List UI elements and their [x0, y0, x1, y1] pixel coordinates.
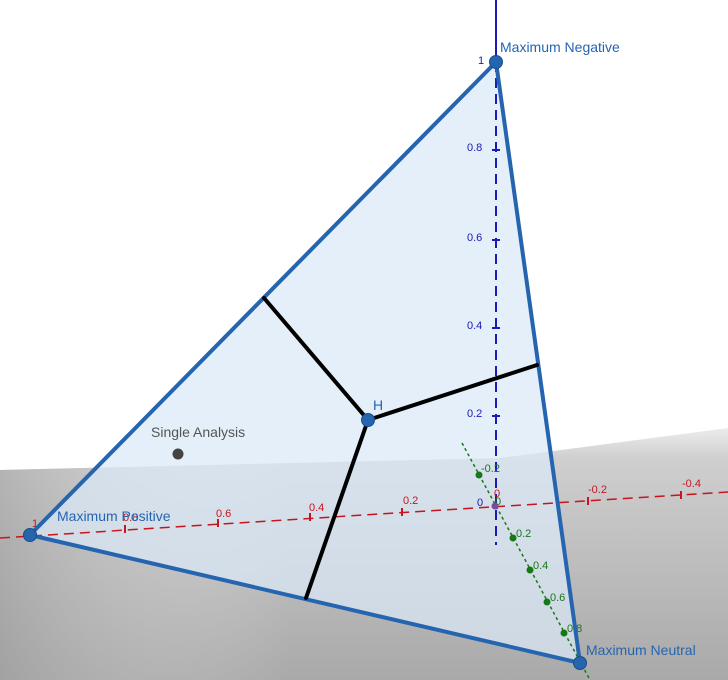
- x-tick-0.8: 0.8: [123, 512, 138, 524]
- y-tick-0: 0: [495, 496, 501, 508]
- y-tick-neg0.2: -0.2: [481, 463, 500, 475]
- y-tick-0.2: 0.2: [516, 528, 531, 540]
- x-tick-0.2: 0.2: [403, 495, 418, 507]
- point-single-analysis-label: Single Analysis: [151, 424, 245, 440]
- z-tick-0.2: 0.2: [467, 408, 482, 420]
- point-single-analysis[interactable]: [172, 448, 184, 460]
- vertex-label-neutral: Maximum Neutral: [586, 642, 696, 658]
- ternary-triangle-face: [30, 62, 580, 663]
- x-axis: 1 0.8 0.6 0.4 0.2 0 -0.2 -0.4: [0, 478, 728, 539]
- z-tick-0: 0: [477, 497, 483, 509]
- vertex-label-negative: Maximum Negative: [500, 39, 620, 55]
- z-tick-1: 1: [478, 55, 484, 67]
- region-bisectors: [262, 296, 539, 600]
- x-tick-neg0.2: -0.2: [588, 484, 607, 496]
- origin-point: [491, 502, 499, 510]
- vertex-label-positive: Maximum Positive: [57, 508, 171, 524]
- point-h-label: H: [373, 397, 383, 413]
- y-tick-0.4: 0.4: [533, 560, 548, 572]
- vertex-point-negative[interactable]: [489, 55, 503, 69]
- y-axis: -0.2 0 0.2 0.4 0.6 0.8: [461, 442, 591, 680]
- point-h[interactable]: [361, 413, 375, 427]
- z-axis: 1 0.8 0.6 0.4 0.2 0: [467, 0, 500, 545]
- vertex-point-positive[interactable]: [23, 528, 37, 542]
- x-tick-0.4: 0.4: [309, 502, 324, 514]
- y-tick-0.6: 0.6: [550, 592, 565, 604]
- x-tick-0: 0: [494, 488, 500, 500]
- z-tick-0.6: 0.6: [467, 232, 482, 244]
- x-tick-0.6: 0.6: [216, 508, 231, 520]
- vertex-point-neutral[interactable]: [573, 656, 587, 670]
- z-tick-0.8: 0.8: [467, 142, 482, 154]
- z-tick-0.4: 0.4: [467, 320, 482, 332]
- x-tick-neg0.4: -0.4: [682, 478, 701, 490]
- x-tick-1: 1: [32, 518, 38, 530]
